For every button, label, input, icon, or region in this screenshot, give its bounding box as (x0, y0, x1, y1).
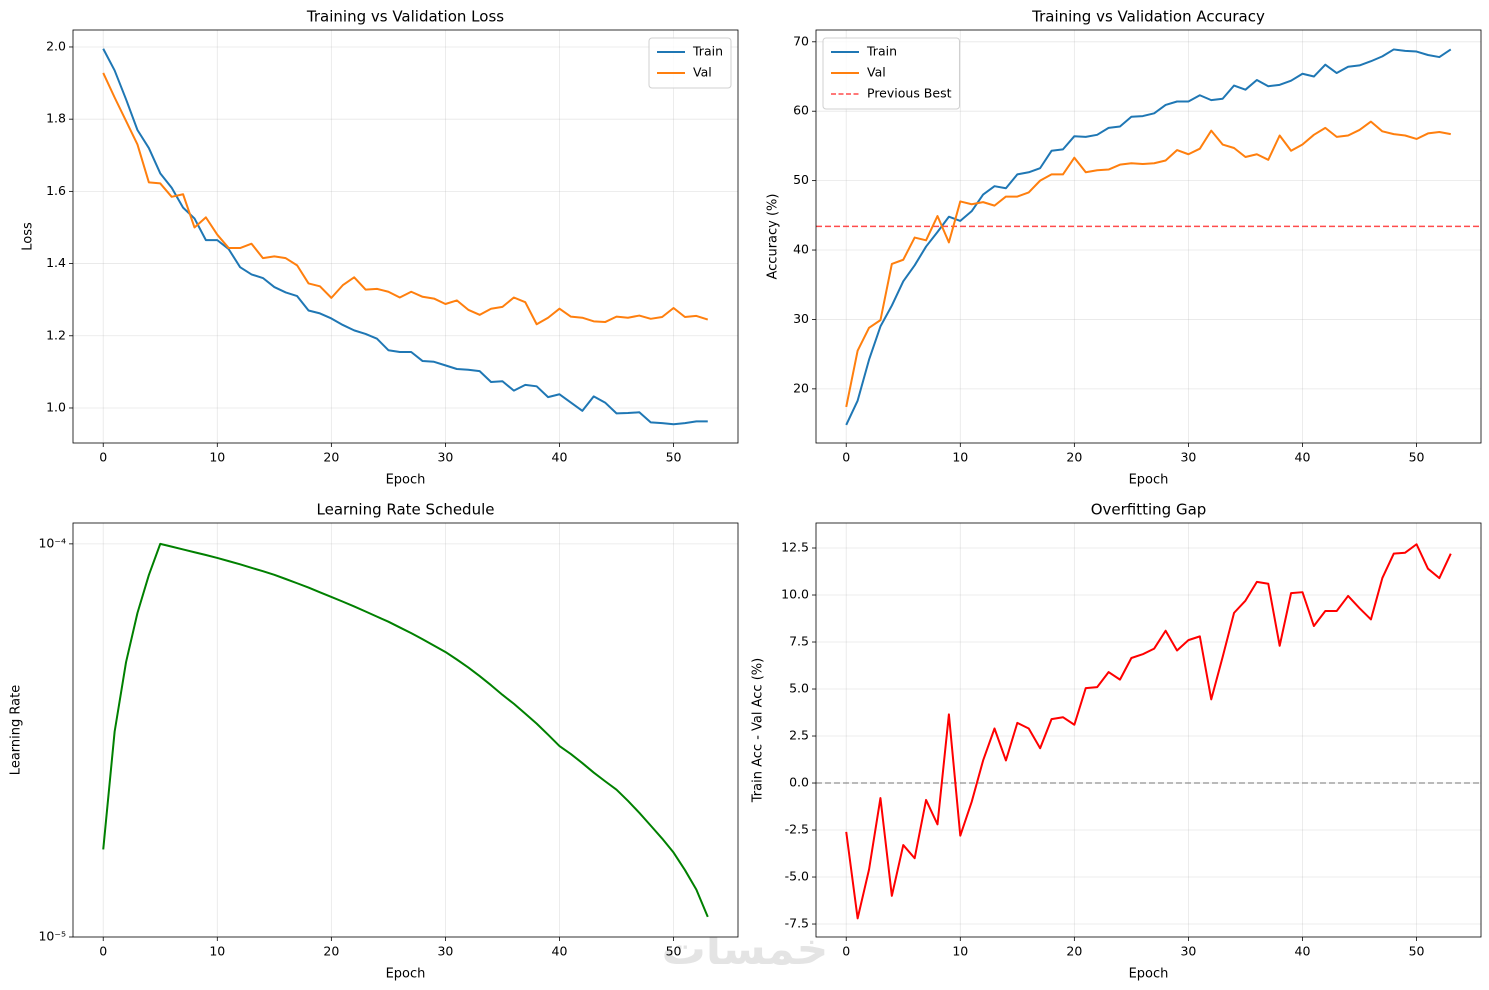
y-tick-label: -2.5 (785, 822, 809, 837)
x-axis-label: Epoch (386, 967, 426, 982)
x-tick-label: 40 (1295, 944, 1311, 959)
plot-area (73, 30, 738, 443)
x-tick-label: 10 (952, 944, 968, 959)
y-tick-label: 60 (793, 103, 809, 118)
legend: Train Val Previous Best (822, 37, 960, 110)
y-tick-label: 20 (793, 380, 809, 395)
series-line (845, 48, 1452, 426)
x-tick-label: 30 (437, 944, 453, 959)
y-tick-label: 1.8 (46, 111, 66, 126)
y-tick-label: 1.0 (46, 399, 66, 414)
series-line (102, 72, 709, 326)
x-tick-label: 20 (1066, 450, 1082, 465)
legend-label: Train (692, 44, 723, 59)
x-tick-label: 30 (1180, 450, 1196, 465)
legend-box (648, 37, 732, 89)
plot-area (816, 523, 1481, 937)
chart-title: Training vs Validation Loss (306, 8, 504, 26)
y-axis-label: Learning Rate (9, 685, 24, 775)
x-tick-label: 0 (842, 450, 850, 465)
y-tick-label: 12.5 (781, 540, 809, 555)
y-tick-label: 10⁻⁴ (38, 535, 66, 550)
y-tick-label: -7.5 (785, 916, 809, 931)
x-tick-label: 50 (1409, 450, 1425, 465)
y-tick-label: 5.0 (789, 681, 809, 696)
series-line (102, 542, 709, 918)
x-tick-label: 30 (437, 450, 453, 465)
axes-frame (72, 522, 739, 938)
y-axis-label: Accuracy (%) (766, 194, 781, 280)
x-tick-label: 40 (552, 944, 568, 959)
x-tick-label: 10 (209, 944, 225, 959)
x-tick-label: 10 (952, 450, 968, 465)
y-tick-label: 1.2 (46, 327, 66, 342)
axes-frame (72, 29, 739, 444)
x-tick-label: 40 (1295, 450, 1311, 465)
y-tick-label: 7.5 (789, 634, 809, 649)
chart-title: Learning Rate Schedule (317, 501, 495, 519)
x-tick-label: 20 (323, 450, 339, 465)
x-tick-label: 20 (1066, 944, 1082, 959)
legend: Train Val (648, 37, 732, 89)
legend-label: Val (693, 65, 712, 80)
axes-frame (815, 522, 1482, 938)
legend-label: Previous Best (867, 86, 952, 101)
y-axis-label: Loss (21, 222, 36, 251)
y-tick-label: 1.6 (46, 183, 66, 198)
chart-title: Overfitting Gap (1091, 501, 1207, 519)
x-axis-label: Epoch (1129, 967, 1169, 982)
series-line (845, 543, 1452, 920)
plot-area (73, 523, 738, 937)
x-tick-label: 50 (666, 944, 682, 959)
subplot: 0 10 20 30 40 50 20 30 40 50 60 70 Training vs Valid… (766, 8, 1482, 488)
x-tick-label: 10 (209, 450, 225, 465)
y-tick-label: 10.0 (781, 587, 809, 602)
x-tick-label: 0 (99, 450, 107, 465)
subplot: 0 10 20 30 40 50 -7.5 -5.0 -2.5 0.0 2.5 5.0 7.5 10.0 1… (751, 501, 1482, 982)
y-axis-label: Train Acc - Val Acc (%) (751, 658, 766, 803)
x-tick-label: 50 (666, 450, 682, 465)
y-tick-label: 0.0 (789, 775, 809, 790)
legend-label: Val (867, 65, 886, 80)
x-tick-label: 20 (323, 944, 339, 959)
y-tick-label: 70 (793, 33, 809, 48)
y-tick-label: 2.0 (46, 38, 66, 53)
y-tick-label: 2.5 (789, 728, 809, 743)
y-tick-label: 40 (793, 242, 809, 257)
axes-frame (815, 29, 1482, 444)
x-axis-label: Epoch (1129, 473, 1169, 488)
y-tick-label: 1.4 (46, 255, 66, 270)
x-tick-label: 0 (99, 944, 107, 959)
subplot: 0 10 20 30 40 50 1.0 1.2 1.4 1.6 1.8 2.0 Training vs… (21, 8, 739, 488)
legend-box (822, 37, 960, 110)
x-tick-label: 40 (552, 450, 568, 465)
y-tick-label: -5.0 (785, 869, 809, 884)
series-line (845, 120, 1451, 408)
x-tick-label: 0 (842, 944, 850, 959)
y-tick-label: 30 (793, 311, 809, 326)
y-tick-label: 50 (793, 172, 809, 187)
x-axis-label: Epoch (386, 473, 426, 488)
x-tick-label: 30 (1180, 944, 1196, 959)
y-tick-label: 10⁻⁵ (38, 929, 66, 944)
series-line (102, 48, 708, 426)
legend-label: Train (866, 44, 897, 59)
subplot: 0 10 20 30 40 50 10⁻⁵ 10⁻⁴ Learning Rate Schedul… (9, 501, 739, 982)
x-tick-label: 50 (1409, 944, 1425, 959)
chart-title: Training vs Validation Accuracy (1031, 8, 1265, 26)
